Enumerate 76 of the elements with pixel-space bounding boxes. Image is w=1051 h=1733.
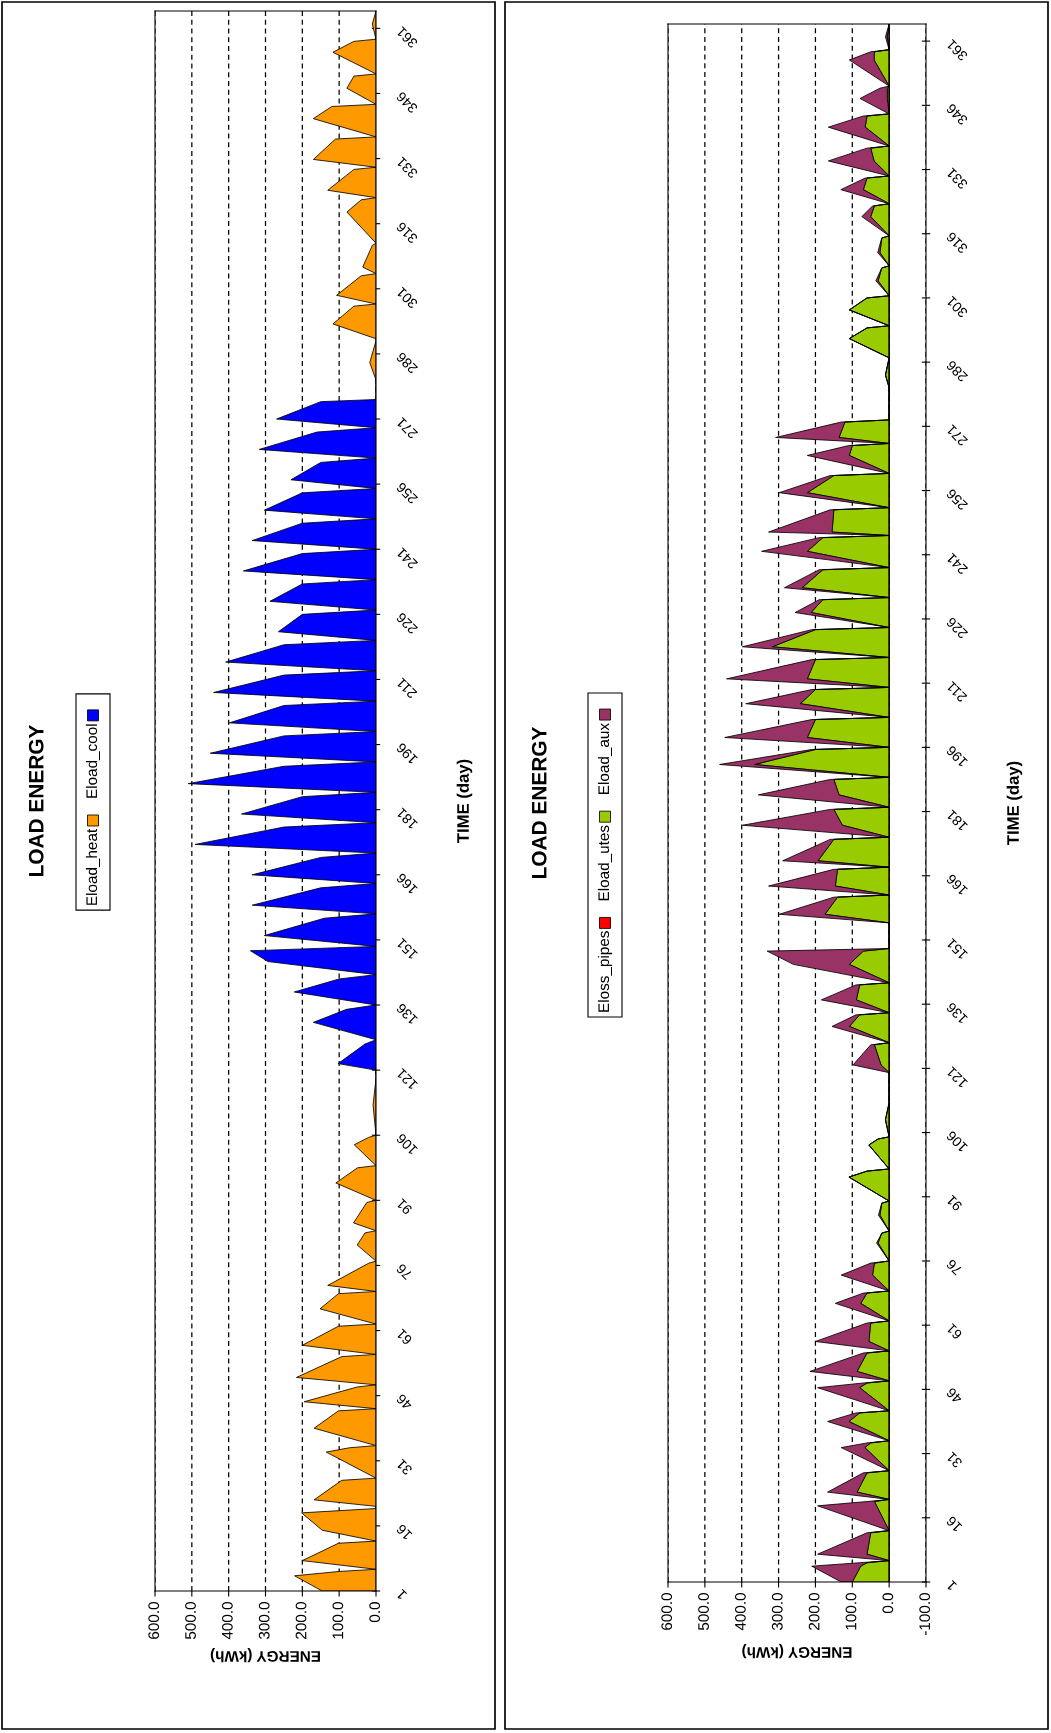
y-tick-label: 361 bbox=[945, 38, 969, 62]
text: LOAD ENERGY bbox=[531, 726, 547, 878]
x-tick-label: 100.0 bbox=[332, 1602, 344, 1639]
y-tick-label: 181 bbox=[395, 807, 418, 830]
y-tick-label: 286 bbox=[395, 351, 419, 375]
x-tick-label: 300.0 bbox=[771, 1593, 783, 1631]
legend-label: Eload_utes bbox=[597, 825, 612, 901]
y-tick-label: 166 bbox=[945, 873, 968, 896]
x-tick-label: 400.0 bbox=[735, 1593, 746, 1631]
y-tick-label: 151 bbox=[945, 937, 968, 960]
y-tick-label: 346 bbox=[395, 91, 419, 114]
y-tick-label: 241 bbox=[395, 547, 419, 570]
y-tick-label: 331 bbox=[395, 156, 419, 179]
y-tick-label: 241 bbox=[945, 552, 969, 575]
y-tick-label: 301 bbox=[395, 286, 419, 310]
y-tick-label: 1 bbox=[945, 1579, 957, 1591]
y-tick-label: 256 bbox=[945, 488, 969, 511]
y-tick-label: 286 bbox=[945, 359, 969, 383]
text: LOAD ENERGY bbox=[28, 724, 44, 876]
y-tick-label: 211 bbox=[945, 681, 968, 703]
y-tick-label: 151 bbox=[395, 937, 418, 960]
y-tick-label: 316 bbox=[945, 231, 969, 255]
y-tick-label: 226 bbox=[395, 612, 419, 635]
y-tick-label: 166 bbox=[395, 872, 418, 895]
y-tick-label: 121 bbox=[945, 1066, 968, 1089]
x-tick-label: 600.0 bbox=[661, 1593, 673, 1630]
x-tick-label: 0.0 bbox=[882, 1593, 894, 1614]
y-tick-label: 121 bbox=[395, 1068, 418, 1091]
y-axis-title: TIME (day) bbox=[1006, 761, 1023, 845]
y-tick-label: 76 bbox=[395, 1263, 413, 1281]
y-tick-label: 76 bbox=[945, 1258, 963, 1276]
y-tick-label: 106 bbox=[945, 1130, 968, 1153]
y-tick-label: 346 bbox=[945, 103, 969, 126]
x-tick-label: 0.0 bbox=[369, 1602, 381, 1623]
y-tick-label: 196 bbox=[395, 742, 418, 765]
y-tick-label: 91 bbox=[395, 1198, 413, 1216]
y-tick-label: 106 bbox=[395, 1133, 418, 1156]
legend-label: Eloss_pipes bbox=[597, 931, 613, 1012]
y-tick-label: 181 bbox=[945, 809, 968, 832]
y-tick-label: 226 bbox=[945, 616, 969, 640]
y-tick-label: 31 bbox=[395, 1458, 413, 1476]
y-tick-label: 301 bbox=[945, 295, 969, 319]
x-tick-label: 100.0 bbox=[845, 1593, 857, 1630]
x-tick-label: 200.0 bbox=[295, 1602, 307, 1639]
x-axis-title: ENERGY (kWh) bbox=[210, 1647, 320, 1663]
y-tick-label: 271 bbox=[395, 416, 419, 440]
x-axis-title: ENERGY (kWh) bbox=[742, 1644, 852, 1659]
x-tick-label: 400.0 bbox=[221, 1602, 233, 1640]
x-tick-label: 500.0 bbox=[698, 1593, 709, 1631]
legend-label: Eload_heat bbox=[85, 828, 100, 905]
y-tick-label: 1 bbox=[395, 1588, 407, 1600]
y-tick-label: 136 bbox=[945, 1001, 968, 1025]
y-tick-label: 31 bbox=[945, 1451, 963, 1469]
x-tick-label: -100.0 bbox=[919, 1593, 931, 1636]
y-axis-title: TIME (day) bbox=[456, 759, 473, 843]
y-tick-label: 46 bbox=[945, 1387, 963, 1405]
y-tick-label: 316 bbox=[395, 221, 419, 245]
y-tick-label: 16 bbox=[945, 1515, 963, 1533]
y-tick-label: 331 bbox=[945, 167, 969, 190]
y-tick-label: 361 bbox=[395, 26, 419, 49]
y-tick-label: 256 bbox=[395, 481, 419, 505]
y-tick-label: 211 bbox=[395, 677, 418, 699]
y-tick-label: 61 bbox=[395, 1328, 413, 1346]
x-tick-label: 300.0 bbox=[258, 1602, 270, 1640]
x-tick-label: 600.0 bbox=[148, 1602, 160, 1639]
x-tick-label: 500.0 bbox=[185, 1602, 196, 1640]
y-tick-label: 16 bbox=[395, 1523, 413, 1541]
y-tick-label: 196 bbox=[945, 745, 968, 768]
legend-label: Eload_cool bbox=[85, 724, 100, 798]
y-tick-label: 61 bbox=[945, 1323, 963, 1340]
legend-label: Eload_aux bbox=[597, 723, 612, 794]
y-tick-label: 91 bbox=[945, 1194, 963, 1212]
y-tick-label: 46 bbox=[395, 1393, 413, 1411]
y-tick-label: 136 bbox=[395, 1002, 418, 1025]
x-tick-label: 200.0 bbox=[808, 1593, 820, 1630]
y-tick-label: 271 bbox=[945, 424, 969, 447]
